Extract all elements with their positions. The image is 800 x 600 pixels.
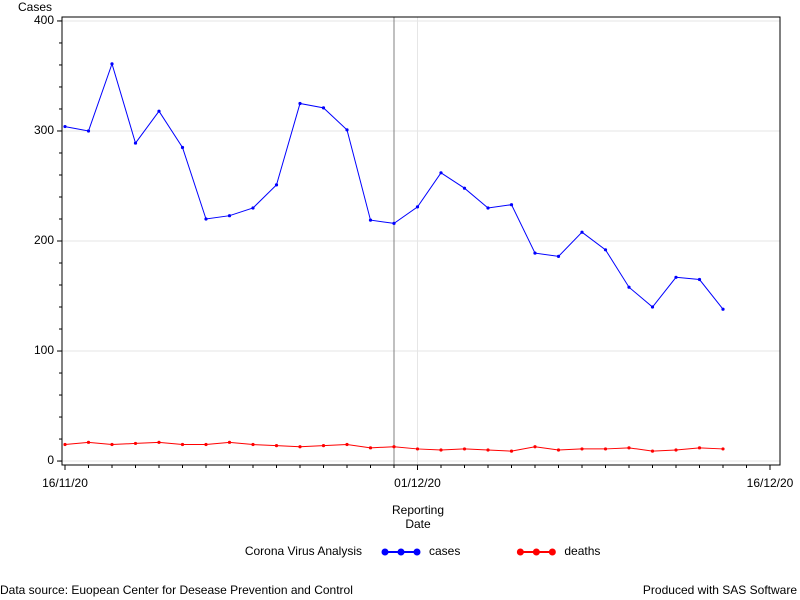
legend-marker — [413, 548, 421, 556]
data-point — [274, 444, 279, 448]
x-tick-label: 16/12/20 — [747, 476, 794, 490]
data-point — [486, 448, 490, 452]
x-axis-label: Reporting — [392, 503, 444, 517]
data-point — [204, 217, 208, 221]
data-point — [650, 305, 655, 309]
data-point — [556, 254, 561, 259]
y-tick-label: 400 — [34, 13, 54, 27]
data-point — [298, 445, 302, 449]
y-tick-label: 0 — [47, 453, 54, 467]
x-tick-label: 01/12/20 — [394, 476, 441, 490]
data-point — [556, 448, 561, 452]
plot-frame — [61, 16, 781, 466]
data-point — [486, 206, 490, 210]
data-point — [674, 448, 678, 452]
data-point — [227, 214, 232, 218]
data-point — [415, 205, 420, 209]
y-tick-label: 300 — [34, 123, 54, 137]
data-point — [180, 145, 185, 150]
data-point — [86, 440, 91, 444]
data-point — [627, 285, 631, 289]
data-point — [439, 171, 443, 175]
data-point — [345, 128, 349, 132]
data-point — [321, 106, 326, 110]
data-point — [533, 445, 537, 449]
legend-marker — [516, 548, 524, 556]
data-point — [204, 442, 208, 447]
data-point — [251, 206, 255, 210]
legend-title: Corona Virus Analysis — [245, 544, 362, 558]
data-point — [509, 203, 514, 207]
data-point — [133, 141, 138, 145]
data-point — [345, 442, 349, 447]
data-point — [439, 448, 443, 452]
data-point — [251, 442, 255, 447]
data-point — [63, 124, 67, 129]
data-point — [110, 62, 114, 66]
data-point — [298, 101, 302, 106]
legend-marker — [381, 548, 389, 556]
data-point — [180, 442, 185, 447]
data-point — [63, 442, 67, 447]
data-point — [650, 449, 655, 453]
data-point — [697, 277, 702, 282]
data-point — [603, 248, 608, 252]
data-point — [157, 440, 161, 444]
data-point — [533, 251, 537, 255]
data-point — [462, 447, 467, 451]
data-point — [580, 447, 584, 451]
data-point — [368, 446, 373, 450]
data-point — [392, 221, 396, 225]
footnote: Produced with SAS Software — [643, 583, 797, 597]
data-point — [721, 307, 725, 311]
data-point — [321, 444, 326, 448]
data-point — [227, 440, 232, 444]
data-point — [627, 446, 631, 450]
data-point — [415, 447, 420, 451]
legend-label: cases — [429, 544, 460, 558]
data-point — [674, 275, 678, 279]
legend-marker — [397, 548, 405, 556]
data-point — [157, 109, 161, 113]
data-point — [462, 186, 467, 190]
data-point — [392, 445, 396, 449]
x-tick-label: 16/11/20 — [42, 476, 88, 490]
y-tick-label: 100 — [34, 343, 54, 357]
legend-label: deaths — [564, 544, 600, 558]
legend-marker — [548, 548, 556, 556]
footnote: Data source: Euopean Center for Desease … — [0, 583, 353, 597]
y-axis-label: Cases — [18, 0, 52, 14]
data-point — [368, 218, 373, 222]
y-tick-label: 200 — [34, 233, 54, 247]
data-point — [86, 129, 91, 133]
data-point — [274, 183, 279, 187]
data-point — [133, 441, 138, 446]
data-point — [697, 446, 702, 450]
data-point — [110, 442, 114, 447]
x-axis-label: Date — [405, 517, 431, 531]
data-point — [721, 447, 725, 451]
data-point — [603, 447, 608, 451]
legend-marker — [532, 548, 540, 556]
data-point — [509, 449, 514, 453]
data-point — [580, 230, 584, 234]
